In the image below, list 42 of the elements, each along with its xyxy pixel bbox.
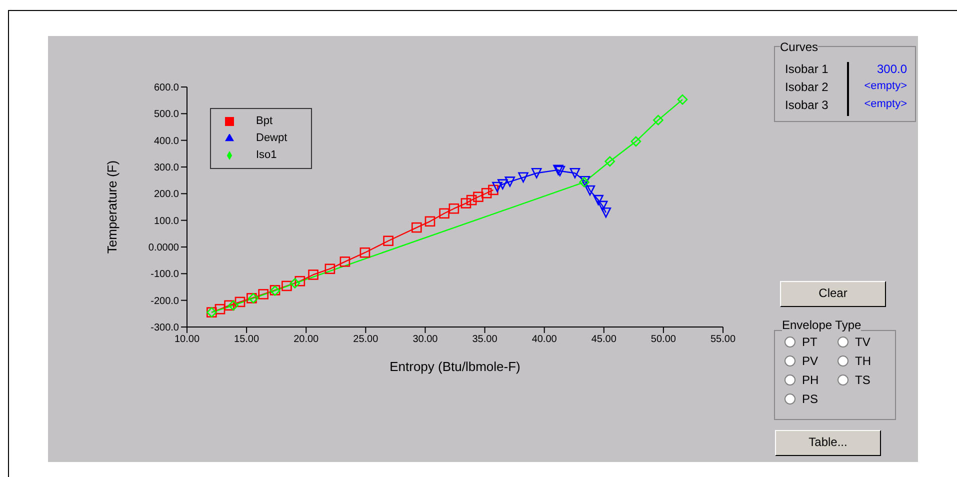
text: Envelope Type <box>782 318 862 332</box>
y-tick-label: 200.0 <box>154 189 180 200</box>
x-tick-label: 25.00 <box>353 334 379 346</box>
x-tick-label: 40.00 <box>532 334 558 346</box>
legend-label: Bpt <box>256 115 273 127</box>
y-tick-label: 300.0 <box>154 162 180 174</box>
x-tick-label: 45.00 <box>591 334 617 346</box>
text: Isobar 1 <box>783 62 849 80</box>
x-tick-label: 15.00 <box>234 334 260 346</box>
y-axis-title: Temperature (F) <box>104 160 120 254</box>
x-axis-title: Entropy (Btu/lbmole-F) <box>390 359 520 374</box>
text: PS <box>802 392 818 406</box>
x-tick-label: 55.00 <box>710 334 736 346</box>
text: Curves <box>780 40 818 54</box>
text: TH <box>855 354 871 368</box>
x-tick-label: 35.00 <box>472 334 498 346</box>
text: Isobar 3 <box>783 98 849 116</box>
x-tick-label: 10.00 <box>174 334 200 346</box>
y-tick-label: 500.0 <box>154 109 180 120</box>
y-tick-label: 600.0 <box>154 82 180 94</box>
text: PH <box>802 373 819 387</box>
x-tick-label: 20.00 <box>294 334 320 346</box>
text: Clear <box>780 281 886 307</box>
text: PT <box>802 335 818 349</box>
y-tick-label: -100.0 <box>150 269 180 280</box>
text: Table... <box>775 430 881 456</box>
text: 300.0 <box>876 62 908 78</box>
y-tick-label: 400.0 <box>154 136 180 147</box>
text: TV <box>855 335 870 349</box>
x-tick-label: 50.00 <box>650 334 676 346</box>
text: PV <box>802 354 818 368</box>
legend-label: Dewpt <box>256 132 288 144</box>
y-tick-label: -300.0 <box>150 322 180 334</box>
text: <empty> <box>863 80 908 94</box>
text: Isobar 2 <box>783 80 849 98</box>
legend-label: Iso1 <box>256 149 277 161</box>
y-tick-label: 100.0 <box>154 216 180 227</box>
text: TS <box>855 373 870 387</box>
text: <empty> <box>863 98 908 112</box>
y-tick-label: 0.0000 <box>148 242 180 254</box>
y-tick-label: -200.0 <box>150 296 180 307</box>
x-tick-label: 30.00 <box>412 334 438 346</box>
